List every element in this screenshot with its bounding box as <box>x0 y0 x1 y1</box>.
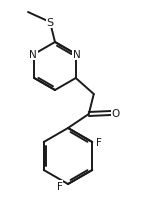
Text: S: S <box>46 18 54 28</box>
Text: O: O <box>112 109 120 118</box>
Text: N: N <box>29 50 37 60</box>
Text: F: F <box>96 137 102 147</box>
Text: N: N <box>73 50 81 60</box>
Text: F: F <box>57 181 63 191</box>
